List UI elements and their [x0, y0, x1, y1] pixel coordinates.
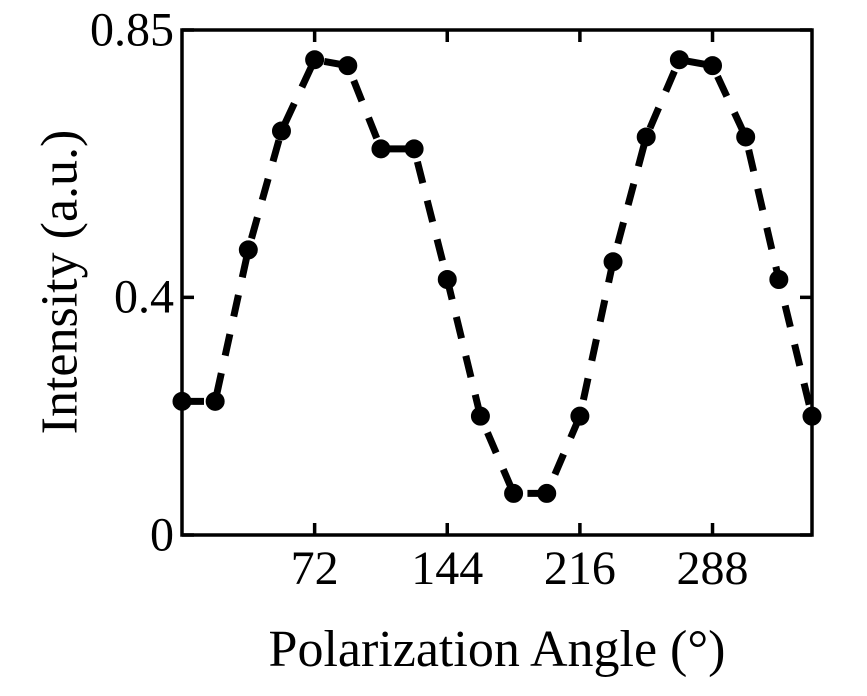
- x-tick-label: 144: [411, 541, 483, 596]
- x-tick-label: 288: [677, 541, 749, 596]
- x-tick-label: 72: [291, 541, 339, 596]
- y-tick-label: 0.85: [90, 3, 174, 58]
- y-tick-label: 0: [150, 508, 174, 563]
- y-axis-label: Intensity (a.u.): [31, 130, 90, 435]
- y-tick-label: 0.4: [114, 270, 174, 325]
- intensity-vs-polarization-chart: Intensity (a.u.) Polarization Angle (°) …: [0, 0, 867, 696]
- x-tick-label: 216: [544, 541, 616, 596]
- x-axis-label: Polarization Angle (°): [269, 620, 726, 679]
